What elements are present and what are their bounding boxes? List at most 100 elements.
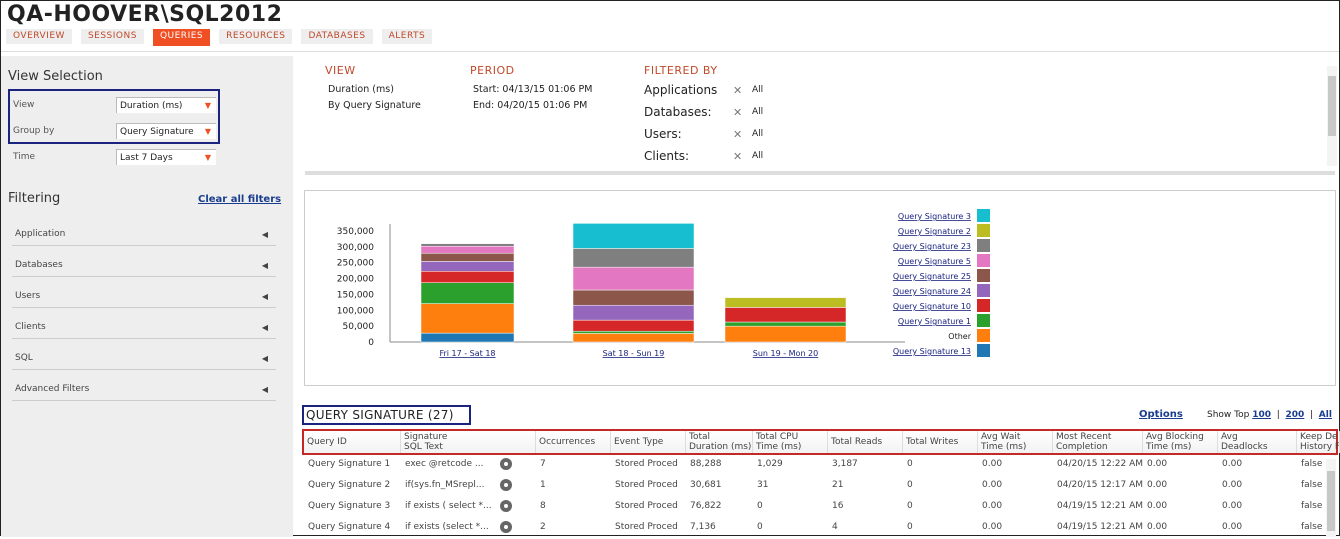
filter-sql[interactable]: SQL ◀ — [12, 348, 276, 370]
bar-segment[interactable] — [420, 243, 515, 247]
table-cell: 8 — [540, 501, 546, 511]
column-header[interactable]: Total CPU Time (ms) — [753, 431, 828, 453]
filter-advanced-filters[interactable]: Advanced Filters ◀ — [12, 379, 276, 401]
tab-alerts[interactable]: ALERTS — [381, 29, 433, 44]
dropdown-arrow-icon: ▼ — [204, 153, 211, 162]
column-header[interactable]: Event Type — [611, 431, 686, 453]
bar-segment[interactable] — [420, 261, 515, 272]
expand-arrow-icon: ◀ — [261, 230, 268, 239]
tab-sessions[interactable]: SESSIONS — [80, 29, 144, 44]
table-cell: 88,288 — [690, 459, 722, 469]
show-top-all[interactable]: All — [1318, 410, 1332, 420]
legend-label[interactable]: Query Signature 3 — [898, 212, 971, 221]
bar-segment[interactable] — [572, 304, 695, 321]
legend-label[interactable]: Query Signature 25 — [893, 272, 971, 281]
legend-label[interactable]: Other — [948, 332, 971, 341]
x-tick-label[interactable]: Fri 17 - Sat 18 — [439, 349, 495, 358]
table-cell: 0.00 — [982, 480, 1003, 490]
groupby-select[interactable]: Query Signature ▼ — [116, 123, 216, 139]
column-header[interactable]: Occurrences — [536, 431, 611, 453]
column-header[interactable]: Keep De History F — [1297, 431, 1340, 453]
clear-all-filters-link[interactable]: Clear all filters — [198, 194, 282, 205]
scroll-thumb[interactable] — [1328, 76, 1336, 136]
column-header[interactable]: Total Reads — [828, 431, 903, 453]
bar-segment[interactable] — [420, 245, 515, 254]
table-scrollbar[interactable] — [1326, 459, 1336, 537]
table-row[interactable]: Query Signature 2 if(sys.fn_MSrepl... 1 Sto… — [304, 476, 1324, 497]
column-header[interactable]: Total Writes — [903, 431, 978, 453]
bar-segment[interactable] — [420, 303, 515, 334]
tab-queries[interactable]: QUERIES — [152, 29, 211, 46]
remove-filter-icon[interactable]: ✕ — [733, 150, 743, 163]
bar-segment[interactable] — [572, 248, 695, 268]
tab-overview[interactable]: OVERVIEW — [6, 29, 72, 44]
bar-segment[interactable] — [572, 319, 695, 332]
table-row[interactable]: Query Signature 1 exec @retcode ... 7 Store… — [304, 455, 1324, 476]
bar-segment[interactable] — [724, 325, 847, 343]
scroll-thumb[interactable] — [1327, 471, 1335, 531]
expand-arrow-icon: ◀ — [261, 354, 268, 363]
remove-filter-icon[interactable]: ✕ — [733, 84, 743, 97]
bar-segment[interactable] — [572, 223, 695, 249]
column-header[interactable]: Total Duration (ms) — [686, 431, 753, 453]
gear-icon[interactable] — [500, 500, 512, 512]
bar-segment[interactable] — [724, 297, 847, 308]
options-link[interactable]: Options — [1139, 409, 1183, 420]
table-cell: Query Signature 3 — [308, 501, 391, 511]
bar-segment[interactable] — [724, 307, 847, 323]
gear-icon[interactable] — [500, 458, 512, 470]
table-cell: 0.00 — [1147, 522, 1168, 532]
bar-segment[interactable] — [420, 252, 515, 262]
time-select[interactable]: Last 7 Days ▼ — [116, 149, 216, 165]
legend-label[interactable]: Query Signature 13 — [893, 347, 971, 356]
tab-resources[interactable]: RESOURCES — [219, 29, 293, 44]
table-cell: 0 — [907, 459, 913, 469]
table-cell: exec @retcode ... — [405, 459, 484, 469]
table-row[interactable]: Query Signature 3 if exists ( select *...… — [304, 497, 1324, 518]
legend-label[interactable]: Query Signature 5 — [898, 257, 971, 266]
column-header[interactable]: Most Recent Completion — [1053, 431, 1143, 453]
remove-filter-icon[interactable]: ✕ — [733, 106, 743, 119]
column-header-label: Avg Wait Time (ms) — [981, 432, 1027, 452]
column-header[interactable]: Avg Deadlocks — [1218, 431, 1297, 453]
x-tick-label[interactable]: Sat 18 - Sun 19 — [603, 349, 665, 358]
table-cell: Query Signature 4 — [308, 522, 391, 532]
y-tick-label: 200,000 — [337, 275, 374, 285]
y-tick-label: 350,000 — [337, 227, 374, 237]
filter-users[interactable]: Users ◀ — [12, 286, 276, 308]
filter-databases[interactable]: Databases ◀ — [12, 255, 276, 277]
legend-label[interactable]: Query Signature 10 — [893, 302, 971, 311]
column-header[interactable]: Avg Blocking Time (ms) — [1143, 431, 1218, 453]
x-tick-label[interactable]: Sun 19 - Mon 20 — [753, 349, 819, 358]
bar-segment[interactable] — [572, 333, 695, 343]
gear-icon[interactable] — [500, 479, 512, 491]
bar-segment[interactable] — [572, 266, 695, 291]
bar-segment[interactable] — [724, 321, 847, 327]
gear-icon[interactable] — [500, 521, 512, 533]
bar-segment[interactable] — [420, 282, 515, 304]
table-cell: 0.00 — [1147, 480, 1168, 490]
legend-label[interactable]: Query Signature 1 — [898, 317, 971, 326]
show-top-200[interactable]: 200 — [1285, 410, 1305, 420]
remove-filter-icon[interactable]: ✕ — [733, 128, 743, 141]
show-top-100[interactable]: 100 — [1252, 410, 1272, 420]
legend-label[interactable]: Query Signature 23 — [893, 242, 971, 251]
column-header[interactable]: Signature SQL Text — [401, 431, 536, 453]
bar-segment[interactable] — [420, 271, 515, 283]
bar-segment[interactable] — [572, 330, 695, 334]
summary-scrollbar[interactable] — [1327, 66, 1337, 166]
legend-label[interactable]: Query Signature 24 — [893, 287, 971, 296]
filter-value: All — [752, 107, 764, 117]
legend-label[interactable]: Query Signature 2 — [898, 227, 971, 236]
filter-clients[interactable]: Clients ◀ — [12, 317, 276, 339]
column-header[interactable]: Avg Wait Time (ms) — [978, 431, 1053, 453]
bar-segment[interactable] — [572, 289, 695, 306]
view-select[interactable]: Duration (ms) ▼ — [116, 97, 216, 113]
bar-segment[interactable] — [420, 332, 515, 343]
table-row[interactable]: Query Signature 4 if exists (select *... 2… — [304, 518, 1324, 539]
horizontal-scrollbar[interactable] — [305, 171, 1335, 175]
tab-databases[interactable]: DATABASES — [301, 29, 373, 44]
y-tick-label: 0 — [368, 338, 374, 348]
column-header[interactable]: Query ID — [304, 431, 401, 453]
filter-application[interactable]: Application ◀ — [12, 224, 276, 246]
